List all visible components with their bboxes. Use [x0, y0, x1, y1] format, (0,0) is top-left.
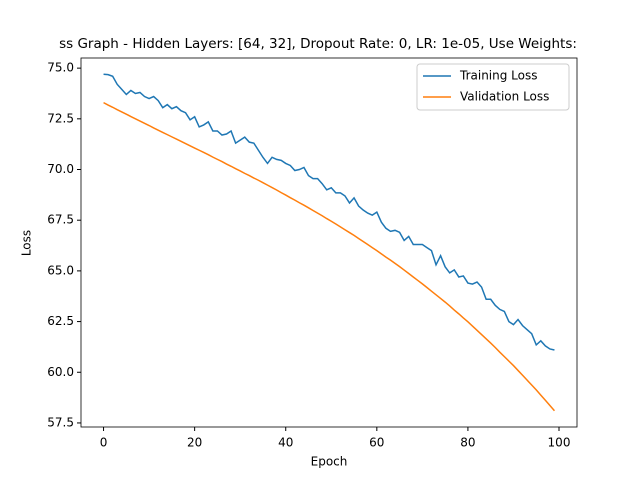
y-tick-label: 57.5 [47, 415, 74, 429]
y-tick-label: 67.5 [47, 213, 74, 227]
series-line [103, 101, 556, 412]
y-tick-label: 72.5 [47, 111, 74, 125]
legend-box [416, 63, 570, 111]
legend-label: Validation Loss [460, 90, 549, 104]
x-tick-label: 80 [460, 436, 475, 450]
y-tick-label: 70.0 [47, 162, 74, 176]
x-tick-label: 0 [100, 436, 108, 450]
legend-label: Training Loss [459, 69, 537, 83]
y-axis-label: Loss [20, 230, 34, 256]
x-tick-label: 20 [187, 436, 202, 450]
x-tick-label: 100 [548, 436, 571, 450]
axes-frame [80, 57, 578, 428]
x-tick-label: 60 [369, 436, 384, 450]
x-axis-label: Epoch [311, 455, 348, 469]
chart-title: ss Graph - Hidden Layers: [64, 32], Drop… [59, 36, 577, 52]
y-tick-label: 75.0 [47, 61, 74, 75]
series-line [103, 73, 555, 351]
y-tick-label: 60.0 [47, 365, 74, 379]
y-tick-label: 65.0 [47, 263, 74, 277]
y-tick-label: 62.5 [47, 314, 74, 328]
x-tick-label: 40 [278, 436, 293, 450]
